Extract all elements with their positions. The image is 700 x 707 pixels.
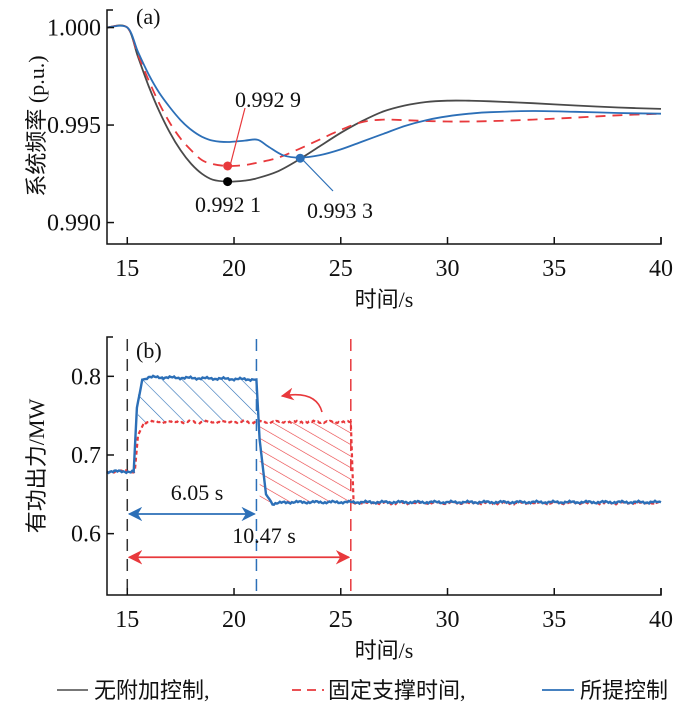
duration-label-proposed: 6.05 s	[171, 480, 224, 505]
x-tick-label-a-1: 20	[222, 256, 246, 282]
panel-b: 15 20 25 30 35 40 0.6 0.7 0.8 (b) 时间/s 有功出力/MW 6…	[24, 336, 673, 663]
legend-label-fixed: 固定支撑时间,	[328, 678, 466, 703]
annotation-leader-blue	[300, 157, 334, 192]
y-tick-label-b-2: 0.8	[71, 364, 101, 390]
x-tick-label-a-4: 35	[542, 256, 566, 282]
axis-frame-a	[106, 9, 662, 245]
panel-b-xlabel: 时间/s	[355, 638, 414, 663]
min-marker-1	[223, 177, 233, 187]
annotation-leader-red	[229, 107, 246, 167]
x-tick-label-b-0: 15	[115, 607, 139, 633]
y-tick-label-a-1: 0.995	[47, 113, 101, 139]
annotation-min-fixed: 0.992 9	[235, 87, 301, 112]
panel-a-plot-area	[106, 24, 662, 187]
hatched-region-0	[137, 378, 257, 422]
duration-label-fixed: 10.47 s	[232, 523, 296, 548]
legend: 无附加控制, 固定支撑时间, 所提控制	[57, 678, 668, 703]
series-line-a-1	[106, 24, 662, 167]
series-line-a-2	[106, 24, 662, 159]
panel-b-label: (b)	[136, 338, 162, 363]
panel-a: 15 20 25 30 35 40 0.990 0.995 1.000 (a) 时间/s 系统频…	[24, 4, 673, 312]
hatched-region-1	[259, 421, 352, 503]
annotation-min-proposed: 0.993 3	[307, 198, 373, 223]
legend-label-proposed: 所提控制	[580, 678, 668, 703]
panel-b-plot-area	[106, 339, 662, 595]
y-tick-label-b-1: 0.7	[71, 443, 101, 469]
y-tick-label-b-0: 0.6	[71, 522, 101, 548]
panel-b-axes: 15 20 25 30 35 40 0.6 0.7 0.8	[71, 336, 673, 633]
panel-b-ylabel: 有功出力/MW	[24, 399, 49, 534]
series-line-a-0	[106, 24, 662, 183]
x-tick-label-b-3: 30	[436, 607, 460, 633]
panel-a-label: (a)	[136, 4, 160, 29]
series-line-b-1	[106, 374, 662, 506]
min-marker-0	[223, 161, 233, 171]
x-tick-label-a-2: 25	[329, 256, 353, 282]
panel-a-ylabel: 系统频率 (p.u.)	[24, 55, 49, 196]
panel-a-xlabel: 时间/s	[355, 287, 414, 312]
x-tick-label-b-4: 35	[542, 607, 566, 633]
annotation-min-none: 0.992 1	[195, 192, 261, 217]
shift-arrow	[280, 387, 323, 413]
legend-label-none: 无附加控制,	[94, 678, 210, 703]
x-tick-label-a-3: 30	[436, 256, 460, 282]
x-tick-label-b-1: 20	[222, 607, 246, 633]
y-tick-label-a-0: 0.990	[47, 211, 101, 237]
x-tick-label-a-5: 40	[649, 256, 673, 282]
min-marker-2	[295, 153, 305, 163]
x-tick-label-b-5: 40	[649, 607, 673, 633]
x-tick-label-b-2: 25	[329, 607, 353, 633]
x-tick-label-a-0: 15	[115, 256, 139, 282]
panel-a-axes: 15 20 25 30 35 40 0.990 0.995 1.000	[47, 9, 673, 282]
y-tick-label-a-2: 1.000	[47, 16, 101, 42]
